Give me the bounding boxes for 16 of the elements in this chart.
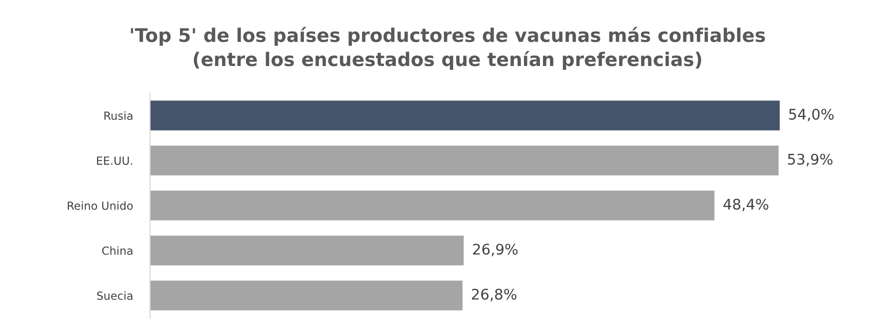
data-label: 54,0% [789,108,834,122]
y-tick-label: EE.UU. [97,156,132,165]
bar [150,100,780,130]
data-label: 48,4% [723,198,768,212]
bar [150,190,714,220]
bar [150,146,779,176]
chart-title: 'Top 5' de los países productores de vacunas más confiables (entre los encuestados que tenían preferencias) [130,26,765,70]
y-tick-label: Rusia [104,111,132,120]
bar [150,280,463,310]
y-tick-label: Reino Unido [68,201,133,210]
data-label: 26,9% [473,244,518,256]
y-tick-label: China [102,246,132,255]
data-label: 26,8% [472,288,516,302]
y-tick-label: Suecia [97,291,132,300]
data-label: 53,9% [788,154,832,166]
bar [150,236,464,266]
